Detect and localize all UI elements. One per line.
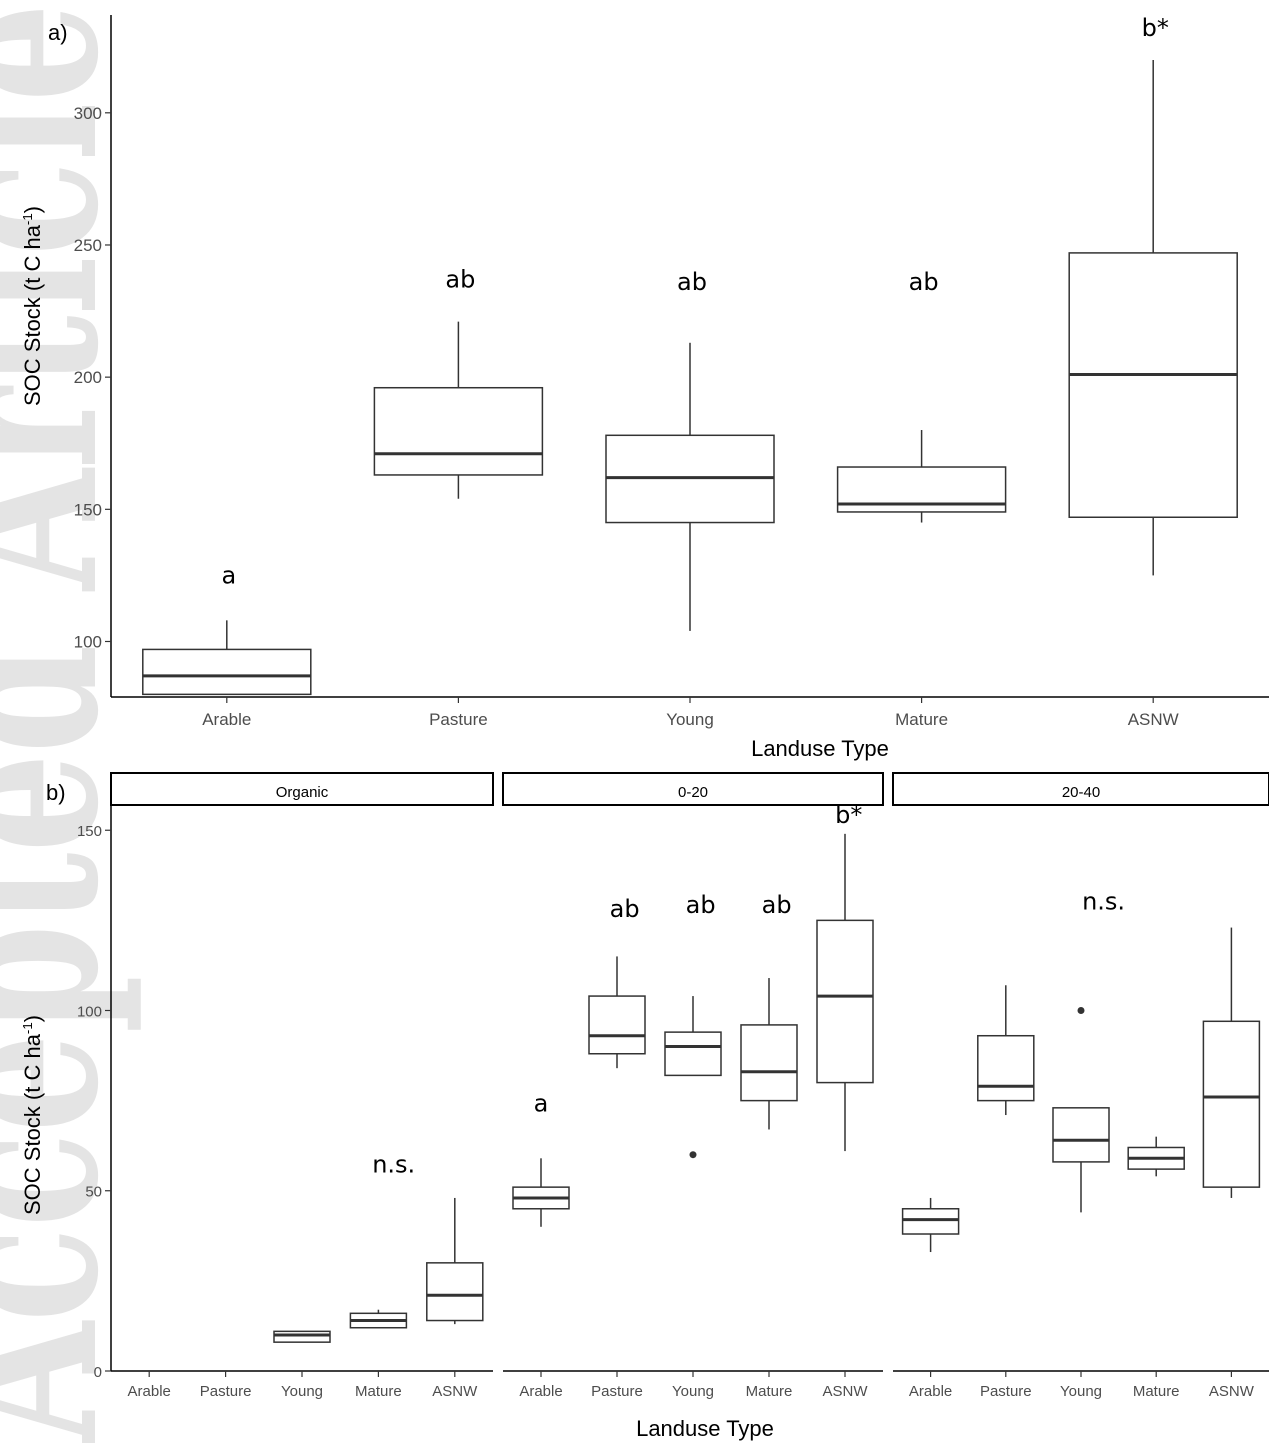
box-arable xyxy=(901,1197,960,1253)
panel-label: a) xyxy=(48,20,68,45)
panel-b-y-axis-title: SOC Stock (t C ha-1) xyxy=(20,1015,45,1215)
x-tick-label: Young xyxy=(672,1383,714,1400)
x-tick-label: Pasture xyxy=(591,1383,643,1400)
x-tick-label: Mature xyxy=(355,1383,402,1400)
box-pasture xyxy=(588,956,646,1069)
x-tick-label: Arable xyxy=(519,1383,562,1400)
box-iqr xyxy=(373,386,544,476)
box-mature xyxy=(1127,1136,1185,1177)
x-tick-label: Mature xyxy=(746,1383,793,1400)
x-tick-label: Pasture xyxy=(429,710,488,729)
box-iqr xyxy=(142,648,312,696)
y-tick-label: 300 xyxy=(74,104,102,123)
box-iqr xyxy=(426,1262,484,1322)
significance-label: b* xyxy=(835,801,862,829)
significance-label: n.s. xyxy=(372,1151,415,1179)
x-tick-label: Arable xyxy=(202,710,251,729)
y-axis-title-end: ) xyxy=(20,206,45,213)
significance-label: n.s. xyxy=(1082,888,1125,916)
y-axis-title-text: SOC Stock (t C ha xyxy=(20,1033,45,1215)
y-tick-label: 200 xyxy=(74,368,102,387)
x-tick-label: ASNW xyxy=(823,1383,869,1400)
box-young xyxy=(605,342,775,631)
x-tick-label: Arable xyxy=(128,1383,171,1400)
significance-label: ab xyxy=(677,268,707,296)
significance-label: a xyxy=(221,561,236,589)
box-iqr xyxy=(664,1031,722,1077)
box-young xyxy=(664,996,722,1159)
y-tick-label: 50 xyxy=(85,1184,102,1201)
watermark: Accepted Article xyxy=(0,3,147,1443)
panel-b: Organic Arable Pasture Young Mature ASNW n.s. 0… xyxy=(20,772,1269,1441)
y-tick-label: 250 xyxy=(74,236,102,255)
box-young xyxy=(273,1330,331,1343)
facet-organic: Organic Arable Pasture Young Mature ASNW n.s. xyxy=(110,772,494,1400)
box-young xyxy=(1052,1006,1110,1213)
x-tick-label: Mature xyxy=(1133,1383,1180,1400)
box-iqr xyxy=(1068,252,1238,518)
facet-20-40: 20-40 Arable Pasture Young Mature ASNW n.s. xyxy=(892,772,1269,1400)
box-iqr xyxy=(1052,1107,1110,1163)
significance-label: a xyxy=(534,1089,549,1117)
box-iqr xyxy=(273,1330,331,1343)
y-axis-title-superscript: -1 xyxy=(20,213,35,225)
y-tick-label: 150 xyxy=(77,823,102,840)
box-arable xyxy=(142,620,312,696)
facet-strip-label: 0-20 xyxy=(678,784,708,801)
box-iqr xyxy=(977,1034,1035,1102)
y-axis-title-end: ) xyxy=(20,1015,45,1022)
box-pasture xyxy=(373,321,544,499)
x-tick-label: Young xyxy=(666,710,714,729)
facet-strip xyxy=(892,772,1269,806)
outlier-point xyxy=(1077,1006,1085,1014)
box-iqr xyxy=(1202,1020,1261,1188)
panel-a-y-axis-title: SOC Stock (t C ha-1) xyxy=(20,206,45,406)
y-axis-title-text: SOC Stock (t C ha xyxy=(20,224,45,406)
significance-label: ab xyxy=(762,891,792,919)
x-tick-label: Pasture xyxy=(200,1383,252,1400)
box-asnw xyxy=(1068,59,1238,576)
significance-label: ab xyxy=(686,891,716,919)
facet-strip-label: 20-40 xyxy=(1062,784,1100,801)
y-tick-label: 150 xyxy=(74,500,102,519)
x-axis-title: Landuse Type xyxy=(636,1416,774,1441)
y-tick-label: 0 xyxy=(94,1364,102,1381)
significance-label: ab xyxy=(909,268,939,296)
x-tick-label: Pasture xyxy=(980,1383,1032,1400)
box-mature xyxy=(349,1309,408,1329)
box-iqr xyxy=(740,1024,798,1102)
y-tick-label: 100 xyxy=(77,1003,102,1020)
x-tick-label: Mature xyxy=(895,710,948,729)
facet-strip xyxy=(110,772,494,806)
x-tick-label: Arable xyxy=(909,1383,952,1400)
significance-label: ab xyxy=(610,895,640,923)
x-axis-title: Landuse Type xyxy=(751,736,889,761)
x-tick-label: ASNW xyxy=(1209,1383,1255,1400)
y-tick-label: 100 xyxy=(74,632,102,651)
outlier-point xyxy=(689,1151,697,1159)
x-tick-label: ASNW xyxy=(1128,710,1179,729)
box-pasture xyxy=(977,985,1035,1116)
facet-strip-label: Organic xyxy=(276,784,329,801)
box-mature xyxy=(836,430,1007,523)
box-asnw xyxy=(426,1197,484,1325)
facet-0-20: 0-20 Arable Pasture Young Mature ASNW a ab ab ab b… xyxy=(502,772,884,1400)
box-iqr xyxy=(588,995,646,1055)
x-tick-label: Young xyxy=(281,1383,323,1400)
x-tick-label: ASNW xyxy=(432,1383,478,1400)
box-asnw xyxy=(816,833,874,1152)
box-asnw xyxy=(1202,927,1261,1198)
box-iqr xyxy=(901,1208,960,1235)
box-iqr xyxy=(816,919,874,1084)
panel-label: b) xyxy=(46,780,66,805)
facet-strip xyxy=(502,772,884,806)
significance-label: ab xyxy=(445,265,475,293)
box-mature xyxy=(740,978,798,1130)
box-arable xyxy=(512,1158,570,1227)
significance-label: b* xyxy=(1142,14,1169,42)
y-axis-title-superscript: -1 xyxy=(20,1022,35,1034)
x-tick-label: Young xyxy=(1060,1383,1102,1400)
panel-a: 100 150 200 250 300 Arable Pasture Young Mature A… xyxy=(20,14,1269,761)
